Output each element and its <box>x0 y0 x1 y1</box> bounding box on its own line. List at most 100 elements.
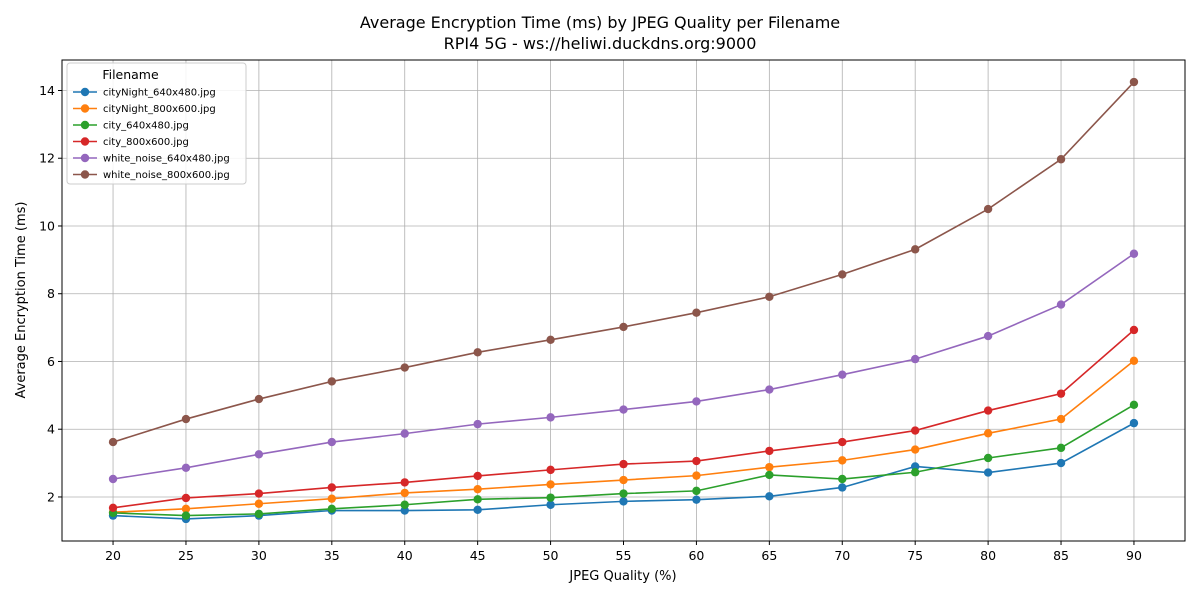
chart-subtitle: RPI4 5G - ws://heliwi.duckdns.org:9000 <box>443 34 757 53</box>
data-point <box>692 456 701 466</box>
data-point <box>619 489 628 498</box>
data-point <box>983 429 993 438</box>
data-point <box>254 450 264 459</box>
data-point <box>619 405 628 414</box>
data-point <box>619 459 628 469</box>
data-point <box>546 500 555 509</box>
data-point <box>400 506 409 515</box>
data-point <box>327 504 337 514</box>
x-tick-label: 40 <box>397 548 413 563</box>
data-point <box>765 462 774 472</box>
y-tick-label: 4 <box>47 422 55 437</box>
x-tick-label: 30 <box>251 548 267 563</box>
data-point <box>254 489 264 498</box>
data-point <box>765 385 774 394</box>
series-5 <box>108 249 1139 484</box>
data-point <box>983 453 993 463</box>
data-point <box>910 462 920 471</box>
data-point <box>254 394 264 404</box>
data-point <box>765 292 774 301</box>
data-point <box>1129 325 1139 335</box>
legend-marker <box>80 87 90 97</box>
legend-label: city_800x600.jpg <box>103 137 189 148</box>
data-point <box>910 354 920 364</box>
x-tick-label: 85 <box>1053 548 1069 563</box>
data-point <box>181 463 191 473</box>
data-point <box>108 503 118 513</box>
x-tick-label: 55 <box>616 548 632 563</box>
legend-label: white_noise_640x480.jpg <box>103 154 230 165</box>
data-point <box>910 468 920 477</box>
data-point <box>1056 443 1066 453</box>
data-point <box>546 335 555 344</box>
data-point <box>692 486 701 496</box>
data-point <box>473 484 482 494</box>
data-point <box>1129 400 1139 410</box>
y-tick-label: 6 <box>47 354 55 369</box>
data-point <box>765 446 774 456</box>
legend-marker <box>80 170 90 179</box>
x-tick-label: 20 <box>105 548 121 563</box>
legend-marker <box>80 120 90 130</box>
data-point <box>765 492 774 501</box>
data-point <box>1129 77 1139 87</box>
data-point <box>1129 356 1139 365</box>
data-point <box>838 270 847 279</box>
legend-label: cityNight_800x600.jpg <box>103 104 216 115</box>
x-tick-label: 70 <box>834 548 850 563</box>
legend-label: white_noise_800x600.jpg <box>103 170 230 181</box>
data-point <box>983 468 993 477</box>
data-point <box>181 511 191 520</box>
data-point <box>1056 300 1066 309</box>
x-tick-label: 50 <box>543 548 559 563</box>
data-point <box>400 500 409 509</box>
series-6 <box>108 77 1139 447</box>
data-point <box>546 413 555 422</box>
data-point <box>692 308 701 317</box>
data-point <box>692 495 701 504</box>
data-point <box>838 483 847 492</box>
data-point <box>983 406 993 415</box>
data-point <box>254 509 264 519</box>
data-point <box>910 245 920 254</box>
legend-marker <box>80 104 90 113</box>
data-point <box>400 488 409 498</box>
data-point <box>327 483 337 492</box>
data-point <box>546 493 555 502</box>
series-3 <box>108 400 1139 520</box>
data-point <box>1129 418 1139 428</box>
data-point <box>765 470 774 480</box>
x-tick-label: 60 <box>688 548 704 563</box>
data-point <box>1056 389 1066 398</box>
data-point <box>473 505 482 515</box>
legend-label: city_640x480.jpg <box>103 121 189 132</box>
data-point <box>983 331 993 341</box>
data-point <box>108 474 118 484</box>
legend-box <box>66 62 247 185</box>
series-2 <box>108 356 1139 517</box>
y-tick-label: 8 <box>47 286 55 301</box>
legend-title: Filename <box>102 67 159 82</box>
data-point <box>1056 414 1066 424</box>
x-axis-label: JPEG Quality (%) <box>569 569 677 584</box>
data-point <box>327 377 337 386</box>
data-point <box>1129 249 1139 258</box>
data-point <box>910 445 920 454</box>
x-tick-label: 75 <box>907 548 923 563</box>
y-tick-label: 14 <box>39 83 55 98</box>
x-tick-label: 25 <box>178 548 194 563</box>
x-tick-label: 80 <box>980 548 996 563</box>
data-point <box>181 504 191 514</box>
data-point <box>400 363 409 372</box>
data-point <box>181 414 191 424</box>
data-point <box>910 426 920 435</box>
legend-label: cityNight_640x480.jpg <box>103 88 216 99</box>
data-point <box>619 497 628 506</box>
y-tick-label: 2 <box>47 489 55 504</box>
data-point <box>619 322 628 332</box>
y-axis-label: Average Encryption Time (ms) <box>14 201 29 399</box>
x-tick-label: 90 <box>1126 548 1142 563</box>
data-point <box>546 480 555 489</box>
